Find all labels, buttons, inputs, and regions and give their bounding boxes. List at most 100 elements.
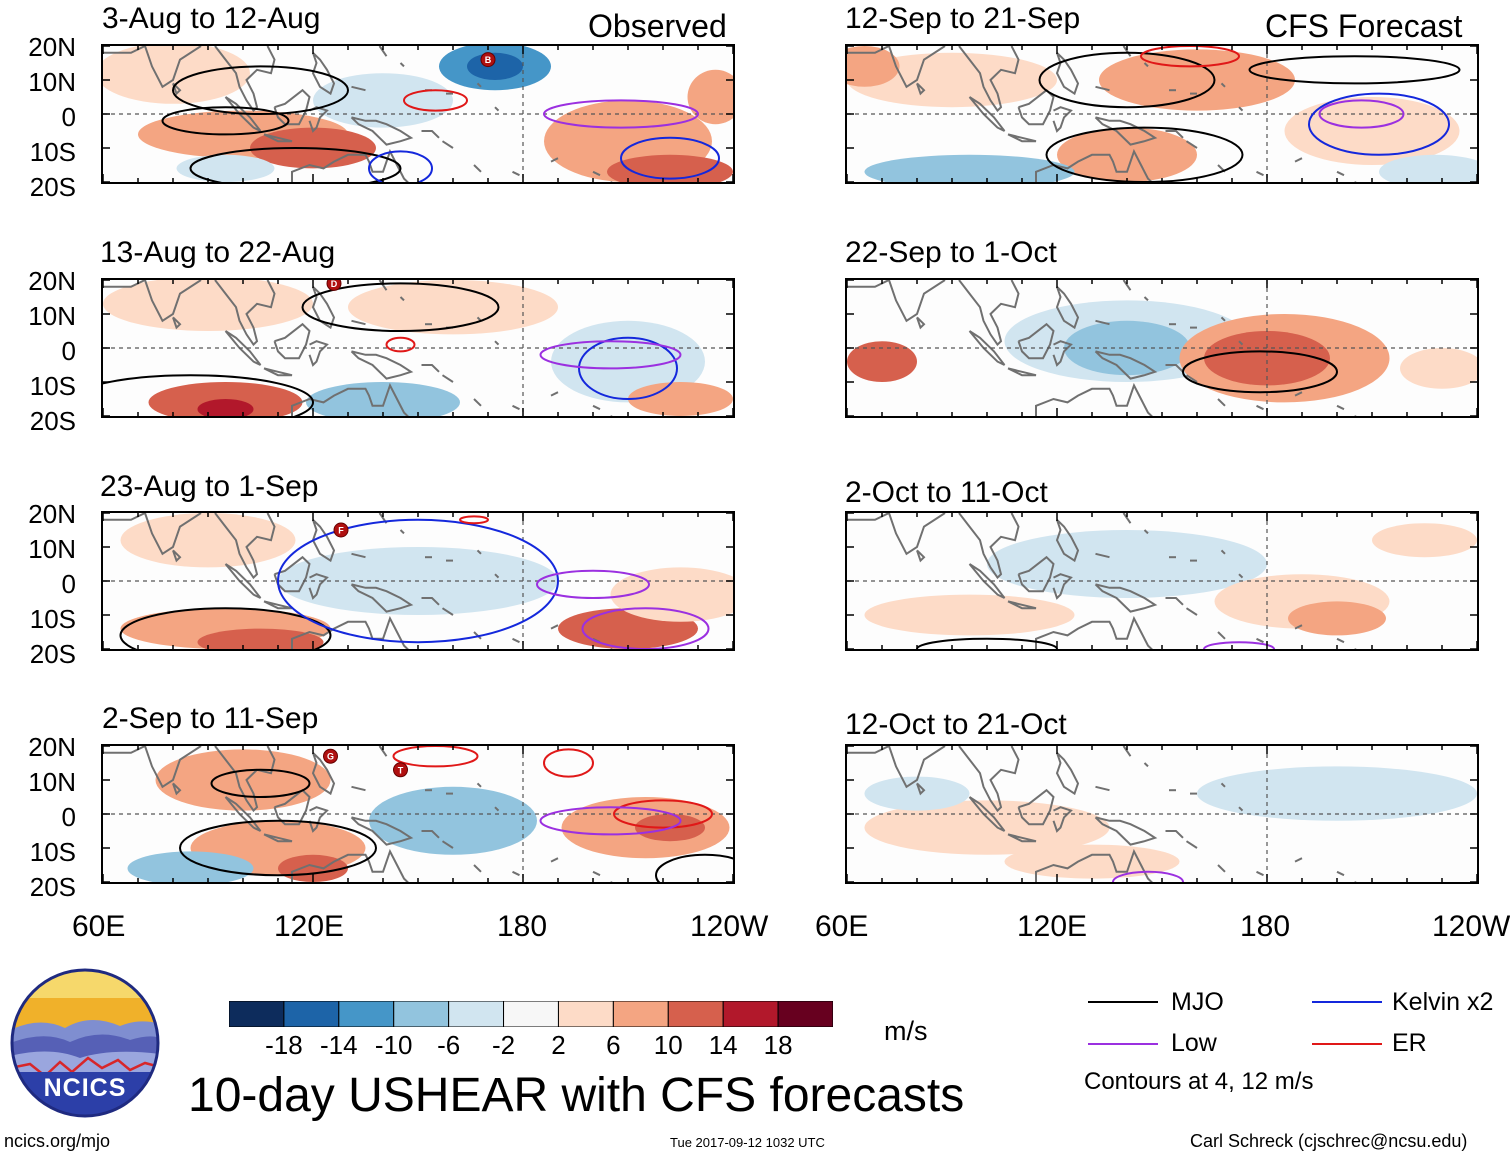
coastline	[512, 637, 520, 644]
mjo-contour	[210, 768, 311, 799]
map-field: F	[103, 513, 733, 649]
shear-anomaly-blob	[369, 786, 537, 855]
coastline	[172, 782, 182, 796]
coastline	[1185, 374, 1198, 383]
lat-label: 20S	[29, 639, 76, 669]
coastline	[1256, 870, 1264, 877]
coastline	[847, 746, 890, 754]
coastline	[476, 549, 482, 555]
coastline	[1294, 391, 1303, 397]
coastline	[1143, 762, 1149, 768]
lat-label: 20S	[29, 872, 76, 902]
coastline	[1336, 637, 1345, 644]
coastline	[1220, 316, 1226, 322]
mjo-contour	[161, 106, 290, 136]
coastline	[144, 513, 202, 556]
map-panel-6	[845, 511, 1479, 651]
colorbar-swatch	[393, 1000, 450, 1028]
lon-label: 60E	[72, 910, 126, 943]
er-contour	[1140, 46, 1240, 68]
coastline	[1143, 296, 1149, 302]
coastline	[421, 364, 440, 373]
coastline	[473, 164, 482, 173]
coastline	[1238, 340, 1244, 346]
anomaly-shading	[127, 749, 730, 882]
coastline	[1052, 106, 1073, 133]
storm-marker: F	[333, 522, 349, 538]
coastline	[214, 746, 276, 813]
storm-marker: B	[480, 52, 496, 68]
coastlines	[847, 746, 1357, 882]
axis-ticks	[103, 46, 733, 182]
coastline	[1165, 830, 1184, 839]
footer-url[interactable]: ncics.org/mjo	[4, 1131, 111, 1151]
coastline	[351, 319, 366, 326]
wave-contours	[161, 65, 720, 182]
lat-label: 0	[61, 336, 76, 366]
mjo-contour	[179, 819, 377, 877]
coastline	[916, 316, 926, 330]
lon-label: 120W	[1432, 910, 1510, 943]
lat-label: 0	[61, 802, 76, 832]
coastline	[378, 280, 388, 291]
coastline	[1256, 637, 1264, 644]
coastline	[311, 519, 336, 563]
shear-anomaly-blob	[687, 69, 733, 125]
lon-label: 60E	[815, 910, 869, 943]
colorbar-swatch	[448, 1000, 505, 1028]
shear-anomaly-blob	[1099, 49, 1295, 111]
colorbar-swatch	[338, 1000, 395, 1028]
shear-anomaly-blob	[127, 851, 254, 882]
panel-title-1: 3-Aug to 12-Aug	[102, 2, 321, 35]
coastline	[1095, 85, 1110, 92]
low-contour	[1112, 870, 1184, 882]
axis-ticks	[847, 46, 1477, 182]
lat-label: 20N	[28, 266, 76, 296]
shear-anomaly-blob	[847, 52, 1057, 108]
coastline	[103, 513, 146, 521]
panel-title-6: 2-Oct to 11-Oct	[845, 476, 1048, 509]
coastline	[476, 82, 482, 88]
coastline	[1238, 573, 1244, 579]
kelvin-line-swatch	[1312, 1001, 1382, 1003]
panel-title-3: 13-Aug to 22-Aug	[100, 236, 336, 269]
coastline	[1055, 752, 1080, 796]
logo-text: NCICS	[43, 1074, 127, 1102]
coastline	[1165, 130, 1184, 139]
coastlines	[847, 46, 1357, 182]
lat-label: 0	[61, 102, 76, 132]
colorbar-swatch	[283, 1000, 340, 1028]
coastline	[263, 833, 293, 843]
coastline	[494, 340, 500, 346]
coastline	[958, 46, 1020, 113]
panel-title-5: 23-Aug to 1-Sep	[100, 470, 319, 503]
coastline	[273, 788, 311, 826]
colorbar-tick-label: 18	[763, 1030, 793, 1060]
coastline	[847, 46, 890, 54]
coastline	[103, 46, 146, 54]
coastline	[1052, 573, 1073, 600]
map-field	[847, 746, 1477, 882]
lon-label: 120E	[274, 910, 345, 943]
coastline	[308, 106, 329, 133]
lon-label: 120E	[1017, 910, 1088, 943]
coastline	[1122, 746, 1132, 757]
coastline	[1017, 555, 1055, 593]
coastline	[1217, 631, 1226, 640]
shear-anomaly-blob	[1004, 844, 1180, 879]
low-contour	[539, 340, 682, 370]
axis-ticks	[103, 513, 733, 649]
coastline	[1185, 840, 1198, 849]
storm-marker: D	[326, 280, 342, 291]
map-field: GT	[103, 746, 733, 882]
coastline	[494, 573, 500, 579]
coastline	[273, 322, 311, 360]
coastline	[172, 316, 182, 330]
kelvin-contour	[620, 136, 720, 180]
lat-label: 10N	[28, 534, 76, 564]
coastline	[592, 404, 601, 411]
coastline	[1165, 597, 1184, 606]
ncics-logo: NCICS	[10, 968, 160, 1118]
er-contour	[385, 336, 416, 353]
footer-author: Carl Schreck (cjschrec@ncsu.edu)	[1190, 1131, 1468, 1151]
